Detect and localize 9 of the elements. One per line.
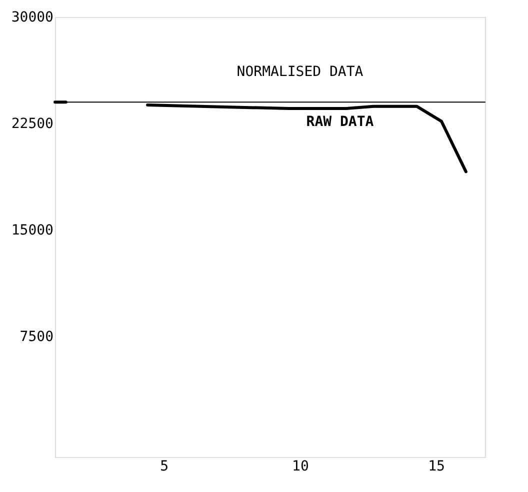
- y-tick-label: 22500: [11, 116, 54, 132]
- y-tick-label: 7500: [20, 328, 54, 345]
- y-tick-label: 15000: [11, 222, 54, 238]
- y-tick-label: 30000: [11, 10, 54, 26]
- x-tick-label: 5: [160, 458, 169, 474]
- x-tick-label: 15: [428, 458, 445, 474]
- annotation: RAW DATA: [306, 114, 374, 130]
- x-tick-label: 10: [292, 458, 309, 474]
- annotation: NORMALISED DATA: [236, 64, 364, 80]
